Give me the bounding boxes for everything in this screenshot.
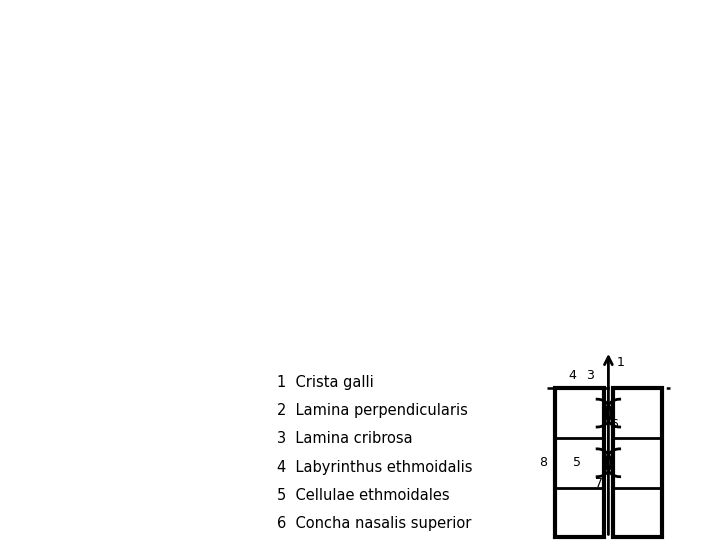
Text: 5: 5	[573, 456, 581, 469]
Text: 7: 7	[595, 477, 603, 490]
Text: 3  Lamina cribrosa: 3 Lamina cribrosa	[277, 431, 413, 447]
Text: 1  Crista galli: 1 Crista galli	[277, 375, 374, 390]
Text: 6: 6	[610, 417, 618, 430]
Text: 2  Lamina perpendicularis: 2 Lamina perpendicularis	[277, 403, 468, 418]
Text: 5  Cellulae ethmoidales: 5 Cellulae ethmoidales	[277, 488, 450, 503]
Text: 4  Labyrinthus ethmoidalis: 4 Labyrinthus ethmoidalis	[277, 460, 473, 475]
Text: 1: 1	[616, 356, 624, 369]
Text: 3: 3	[587, 369, 594, 382]
Text: 4: 4	[568, 369, 576, 382]
Text: 8: 8	[539, 456, 547, 469]
Text: 6  Concha nasalis superior: 6 Concha nasalis superior	[277, 516, 472, 531]
